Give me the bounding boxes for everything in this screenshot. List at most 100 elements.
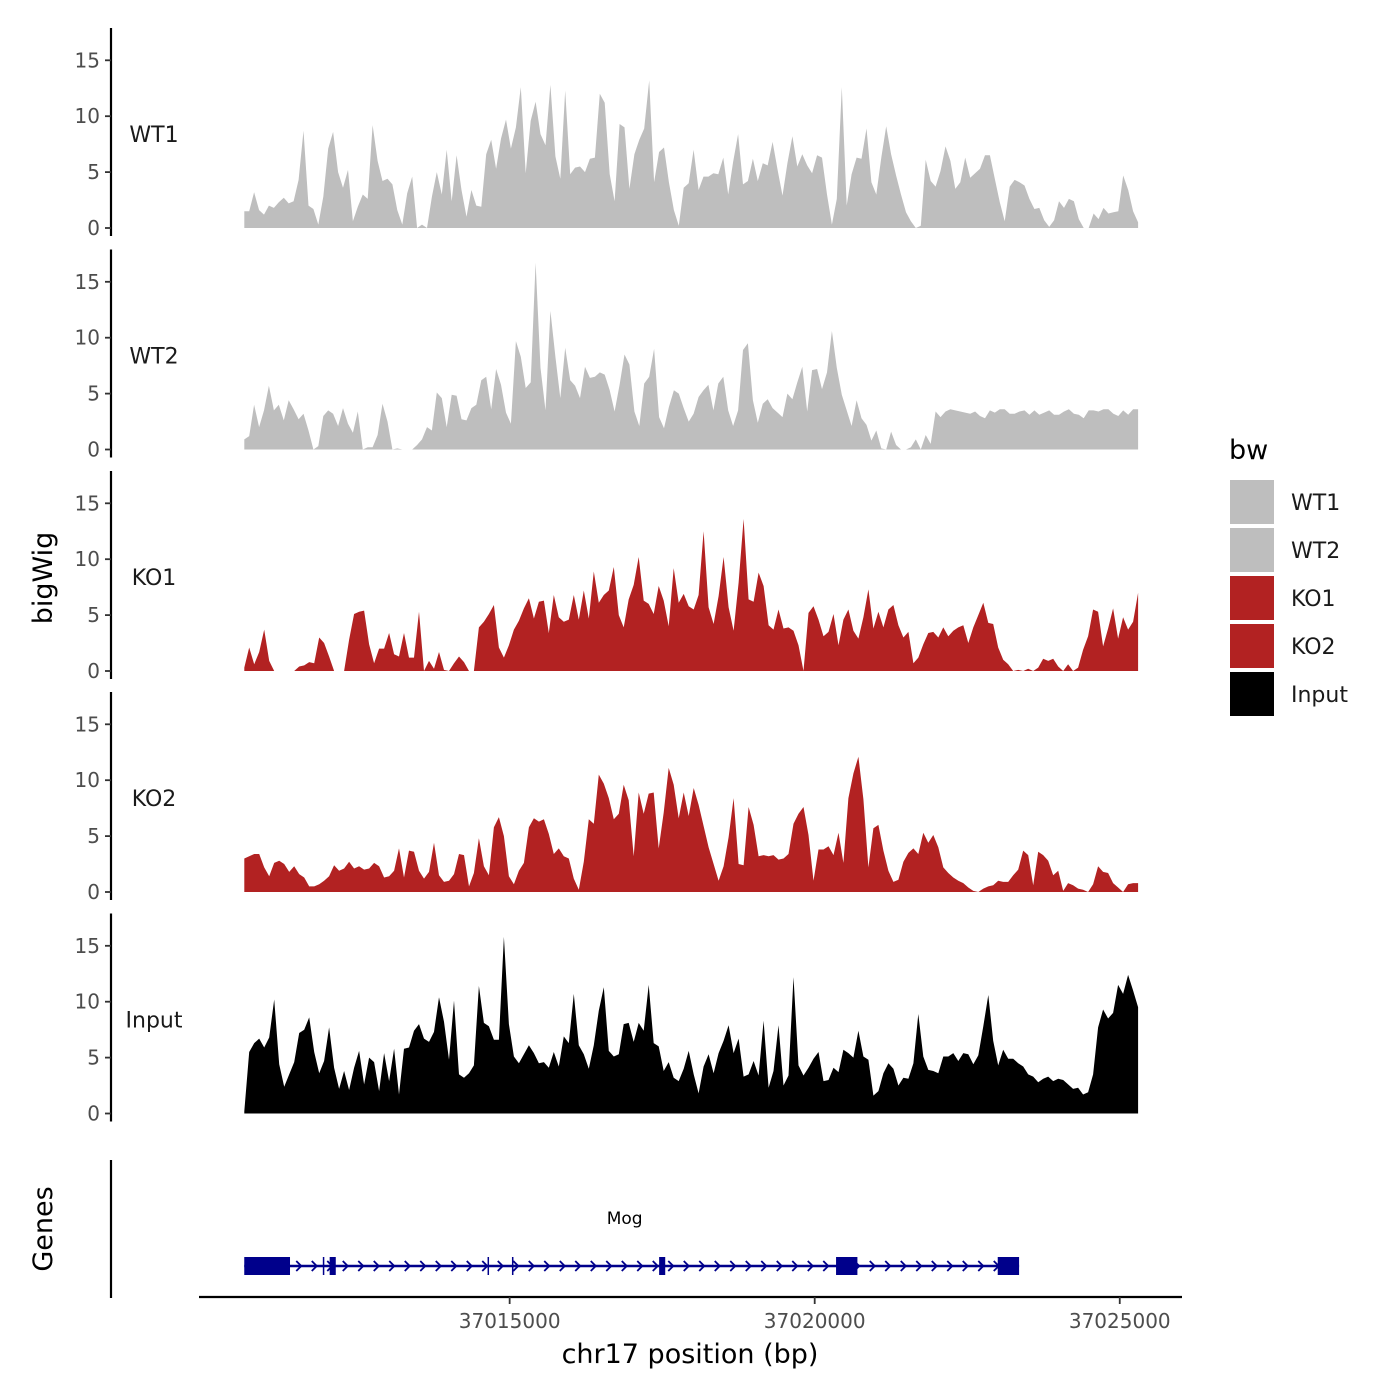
strand-arrow	[869, 1260, 877, 1272]
legend-swatch-ko2	[1230, 624, 1274, 668]
y-tick-label: 5	[87, 382, 100, 406]
y-tick-label: 0	[87, 438, 100, 462]
x-axis: chr17 position (bp) 37015000 37020000 3702…	[199, 1295, 1182, 1370]
strand-arrow	[466, 1260, 474, 1272]
strand-arrow	[311, 1260, 319, 1272]
strand-arrow	[714, 1260, 722, 1272]
legend-label-input: Input	[1291, 683, 1348, 708]
strand-arrow	[946, 1260, 954, 1272]
strand-arrow	[295, 1260, 303, 1272]
y-axis-title-text: bigWig	[28, 532, 59, 625]
legend-label-ko1: KO1	[1291, 587, 1336, 612]
strand-arrow	[962, 1260, 970, 1272]
strand-arrow	[590, 1260, 598, 1272]
strand-arrow	[357, 1260, 365, 1272]
bigwig-tracks: 0 5 10 15 WT1 0 5 10 15 WT2 0 5 10 15 KO1 0 5 10 15 KO2 0 5 10…	[75, 27, 1139, 1126]
y-tick-label: 0	[87, 1102, 100, 1126]
genes-panel-title: Genes	[28, 1186, 59, 1271]
gene-exon	[659, 1257, 666, 1275]
track-label-ko2: KO2	[132, 787, 177, 812]
strand-arrow	[373, 1260, 381, 1272]
x-tick-label: 37015000	[459, 1309, 561, 1333]
strand-arrow	[683, 1260, 691, 1272]
y-tick-label: 5	[87, 603, 100, 627]
track-ko2: 0 5 10 15 KO2	[75, 691, 1139, 904]
strand-arrow	[822, 1260, 830, 1272]
gene-exon	[997, 1257, 1020, 1275]
legend-label-ko2: KO2	[1291, 635, 1336, 660]
strand-arrow	[404, 1260, 412, 1272]
coverage-area-wt2	[244, 262, 1139, 450]
y-tick-label: 10	[75, 547, 100, 571]
strand-arrow	[450, 1260, 458, 1272]
track-label-input: Input	[126, 1009, 183, 1034]
strand-arrow	[574, 1260, 582, 1272]
coverage-area-wt1	[244, 80, 1139, 229]
track-label-ko1: KO1	[132, 566, 177, 591]
strand-arrow	[543, 1260, 551, 1272]
y-tick-label: 0	[87, 216, 100, 240]
strand-arrow	[667, 1260, 675, 1272]
legend-entry-wt1: WT1	[1230, 480, 1340, 524]
x-tick-label: 37020000	[764, 1309, 866, 1333]
strand-arrow	[652, 1260, 660, 1272]
strand-arrow	[729, 1260, 737, 1272]
strand-arrow	[621, 1260, 629, 1272]
y-tick-label: 5	[87, 1046, 100, 1070]
strand-arrow	[884, 1260, 892, 1272]
strand-arrow	[388, 1260, 396, 1272]
strand-arrow	[605, 1260, 613, 1272]
y-tick-label: 10	[75, 104, 100, 128]
legend-entry-ko1: KO1	[1230, 576, 1336, 620]
strand-arrow	[528, 1260, 536, 1272]
track-wt2: 0 5 10 15 WT2	[75, 249, 1139, 462]
strand-arrow	[807, 1260, 815, 1272]
gene-label-mog: Mog	[607, 1209, 643, 1229]
strand-arrow	[636, 1260, 644, 1272]
strand-arrow	[745, 1260, 753, 1272]
strand-arrow	[698, 1260, 706, 1272]
x-tick-label: 37025000	[1069, 1309, 1171, 1333]
gene-exon	[329, 1257, 336, 1275]
y-tick-label: 0	[87, 880, 100, 904]
strand-arrow	[481, 1260, 489, 1272]
gene-model-mog: Mog	[244, 1209, 1020, 1275]
y-axis-title: bigWig	[28, 532, 59, 625]
legend-entry-ko2: KO2	[1230, 624, 1336, 668]
legend-entry-wt2: WT2	[1230, 528, 1340, 572]
y-tick-label: 5	[87, 160, 100, 184]
strand-arrow	[419, 1260, 427, 1272]
gene-exon	[244, 1257, 291, 1275]
track-label-wt1: WT1	[129, 123, 178, 148]
legend-label-wt2: WT2	[1291, 539, 1340, 564]
y-tick-label: 15	[75, 270, 100, 294]
x-axis-title: chr17 position (bp)	[562, 1339, 819, 1370]
strand-arrow	[559, 1260, 567, 1272]
coverage-area-input	[244, 936, 1139, 1114]
legend-swatch-wt2	[1230, 528, 1274, 572]
legend-swatch-input	[1230, 672, 1274, 716]
strand-arrow	[776, 1260, 784, 1272]
legend: bw WT1 WT2 KO1 KO2 Input	[1229, 435, 1348, 716]
y-tick-label: 15	[75, 491, 100, 515]
legend-entry-input: Input	[1230, 672, 1348, 716]
track-input: 0 5 10 15 Input	[75, 913, 1139, 1126]
y-tick-label: 10	[75, 990, 100, 1014]
strand-arrow	[497, 1260, 505, 1272]
coverage-area-ko2	[244, 756, 1139, 892]
strand-arrow	[977, 1260, 985, 1272]
track-ko1: 0 5 10 15 KO1	[75, 470, 1139, 683]
y-tick-label: 10	[75, 326, 100, 350]
gene-exon	[836, 1257, 858, 1275]
track-wt1: 0 5 10 15 WT1	[75, 27, 1139, 240]
coverage-area-ko1	[244, 519, 1139, 671]
strand-arrow	[435, 1260, 443, 1272]
y-tick-label: 0	[87, 659, 100, 683]
genes-panel: Genes Mog	[28, 1160, 1020, 1298]
legend-label-wt1: WT1	[1291, 491, 1340, 516]
y-tick-label: 15	[75, 48, 100, 72]
legend-swatch-ko1	[1230, 576, 1274, 620]
strand-arrow	[915, 1260, 923, 1272]
strand-arrow	[512, 1260, 520, 1272]
